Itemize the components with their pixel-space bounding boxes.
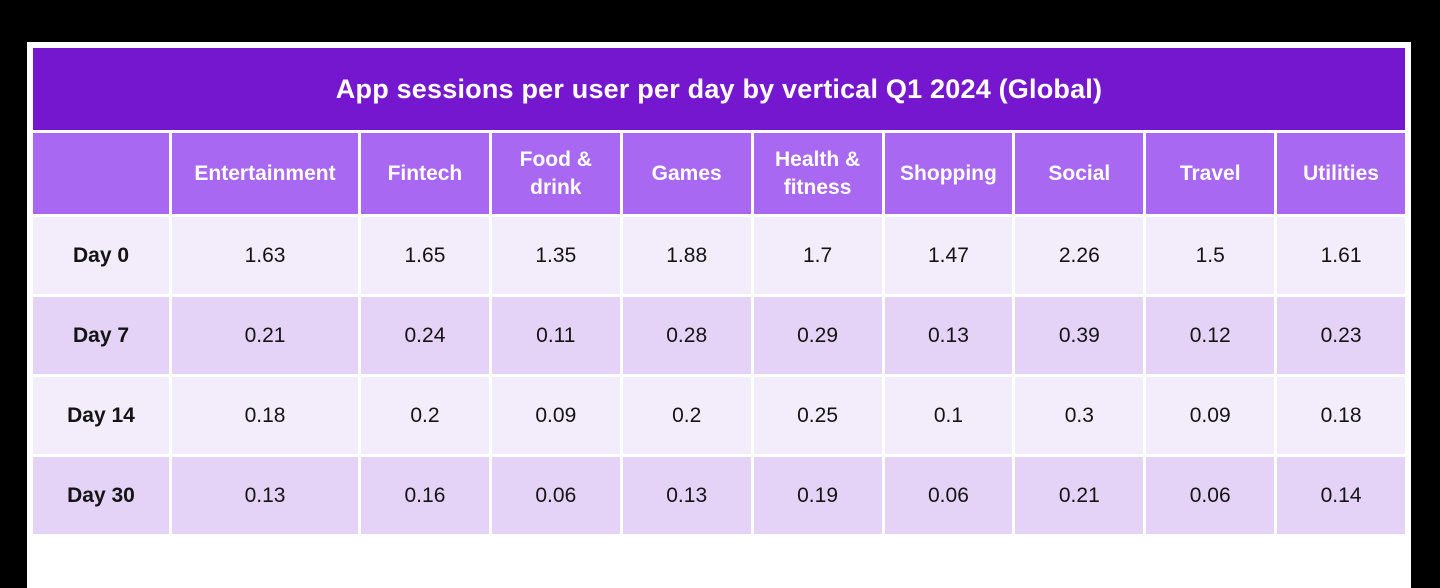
table-cell: 1.65	[361, 217, 489, 294]
table-cell: 0.18	[172, 377, 358, 454]
table-cell: 1.5	[1146, 217, 1275, 294]
table-cell: 0.09	[491, 377, 620, 454]
table-cell: 0.25	[753, 377, 882, 454]
column-header: Travel	[1146, 133, 1275, 214]
table-cell: 0.3	[1015, 377, 1144, 454]
table-cell: 0.28	[622, 297, 751, 374]
column-header: Food & drink	[491, 133, 620, 214]
table-cell: 0.11	[491, 297, 620, 374]
table-cell: 1.7	[753, 217, 882, 294]
table-card: App sessions per user per day by vertica…	[27, 42, 1411, 588]
column-header: Fintech	[361, 133, 489, 214]
column-header: Social	[1015, 133, 1144, 214]
table-cell: 0.19	[753, 457, 882, 534]
table-cell: 0.39	[1015, 297, 1144, 374]
table-row: Day 7 0.21 0.24 0.11 0.28 0.29 0.13 0.39 0.12 0.2…	[33, 297, 1405, 374]
corner-cell	[33, 133, 169, 214]
table-cell: 0.13	[622, 457, 751, 534]
row-header: Day 7	[33, 297, 169, 374]
table-cell: 0.23	[1277, 297, 1405, 374]
column-header: Utilities	[1277, 133, 1405, 214]
table-cell: 0.18	[1277, 377, 1405, 454]
column-header-row: Entertainment Fintech Food & drink Games Hea…	[33, 133, 1405, 214]
table-cell: 0.09	[1146, 377, 1275, 454]
table-cell: 0.12	[1146, 297, 1275, 374]
table-cell: 0.24	[361, 297, 489, 374]
row-header: Day 0	[33, 217, 169, 294]
table-cell: 1.61	[1277, 217, 1405, 294]
table-cell: 2.26	[1015, 217, 1144, 294]
table-cell: 0.2	[361, 377, 489, 454]
table-cell: 1.35	[491, 217, 620, 294]
table-row: Day 30 0.13 0.16 0.06 0.13 0.19 0.06 0.21 0.06 0.…	[33, 457, 1405, 534]
table-cell: 1.63	[172, 217, 358, 294]
table-row: Day 0 1.63 1.65 1.35 1.88 1.7 1.47 2.26 1.5 1.61	[33, 217, 1405, 294]
table-cell: 0.13	[172, 457, 358, 534]
table-cell: 0.21	[1015, 457, 1144, 534]
table-cell: 0.16	[361, 457, 489, 534]
table-row: Day 14 0.18 0.2 0.09 0.2 0.25 0.1 0.3 0.09 0.18	[33, 377, 1405, 454]
column-header: Shopping	[884, 133, 1013, 214]
row-header: Day 30	[33, 457, 169, 534]
table-cell: 0.21	[172, 297, 358, 374]
table-cell: 0.14	[1277, 457, 1405, 534]
table-cell: 0.06	[491, 457, 620, 534]
table-cell: 0.1	[884, 377, 1013, 454]
row-header: Day 14	[33, 377, 169, 454]
column-header: Health & fitness	[753, 133, 882, 214]
column-header: Entertainment	[172, 133, 358, 214]
title-row: App sessions per user per day by vertica…	[33, 48, 1405, 130]
table-cell: 1.88	[622, 217, 751, 294]
table-cell: 0.06	[1146, 457, 1275, 534]
table-cell: 0.29	[753, 297, 882, 374]
table-title: App sessions per user per day by vertica…	[33, 48, 1405, 130]
table-cell: 1.47	[884, 217, 1013, 294]
table-cell: 0.06	[884, 457, 1013, 534]
sessions-table: App sessions per user per day by vertica…	[30, 45, 1408, 537]
column-header: Games	[622, 133, 751, 214]
table-cell: 0.2	[622, 377, 751, 454]
table-cell: 0.13	[884, 297, 1013, 374]
